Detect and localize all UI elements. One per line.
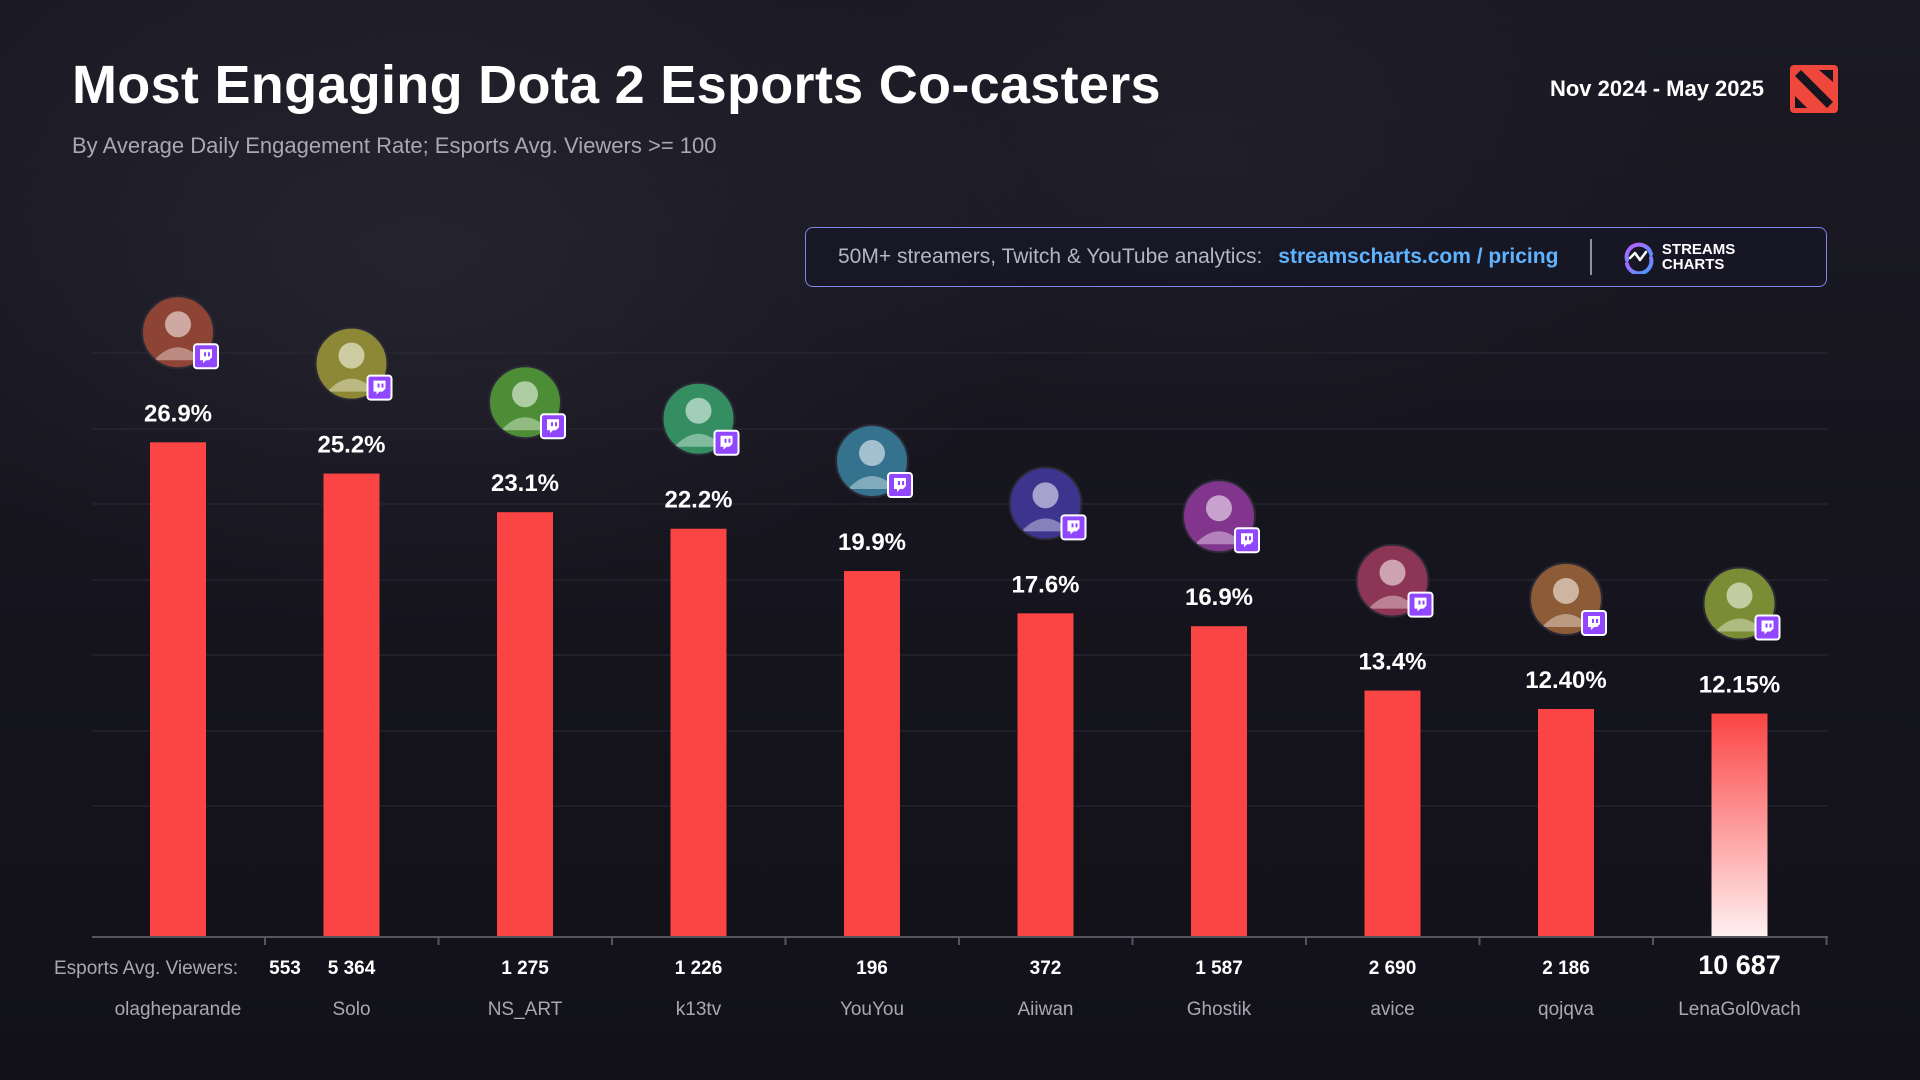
twitch-icon bbox=[366, 374, 393, 401]
viewers-value: 553 bbox=[269, 958, 301, 979]
bar-Solo bbox=[323, 473, 380, 937]
value-label: 23.1% bbox=[491, 470, 559, 497]
value-label: 17.6% bbox=[1011, 571, 1079, 598]
category-label: LenaGol0vach bbox=[1678, 999, 1801, 1020]
streams-charts-logo-icon bbox=[1624, 242, 1654, 274]
page-subtitle: By Average Daily Engagement Rate; Esport… bbox=[72, 133, 717, 158]
twitch-icon bbox=[1407, 591, 1434, 618]
promo-link[interactable]: streamscharts.com / pricing bbox=[1278, 245, 1559, 268]
twitch-icon bbox=[193, 343, 219, 370]
category-label: Aiiwan bbox=[1018, 999, 1074, 1020]
viewers-value: 1 226 bbox=[675, 958, 723, 979]
viewers-value: 1 275 bbox=[501, 958, 549, 979]
viewers-value: 2 186 bbox=[1542, 958, 1590, 979]
category-label: Solo bbox=[332, 999, 370, 1020]
value-label: 12.40% bbox=[1525, 667, 1606, 694]
viewers-value: 5 364 bbox=[328, 958, 376, 979]
category-label: avice bbox=[1370, 999, 1414, 1020]
dota-2-logo-icon bbox=[1790, 65, 1838, 113]
category-label: NS_ART bbox=[488, 999, 563, 1020]
viewers-value: 1 587 bbox=[1195, 958, 1243, 979]
category-label: Ghostik bbox=[1187, 999, 1252, 1020]
viewers-row-label: Esports Avg. Viewers: bbox=[54, 958, 238, 979]
value-label: 26.9% bbox=[144, 400, 212, 427]
bar-LenaGol0vach bbox=[1711, 713, 1768, 937]
category-label: YouYou bbox=[840, 999, 904, 1020]
viewers-value: 2 690 bbox=[1369, 958, 1417, 979]
bar-k13tv bbox=[670, 528, 727, 937]
value-label: 13.4% bbox=[1358, 649, 1426, 676]
viewers-value: 196 bbox=[856, 958, 888, 979]
bar-Aiiwan bbox=[1017, 613, 1074, 937]
category-label: olagheparande bbox=[115, 999, 242, 1020]
value-label: 12.15% bbox=[1699, 672, 1780, 699]
category-label: qojqva bbox=[1538, 999, 1594, 1020]
category-label: k13tv bbox=[676, 999, 722, 1020]
bar-olagheparande bbox=[150, 442, 206, 937]
twitch-icon bbox=[1581, 609, 1607, 636]
bar-avice bbox=[1364, 690, 1421, 937]
bar-NS_ART bbox=[497, 512, 553, 937]
twitch-icon bbox=[1234, 527, 1260, 554]
twitch-icon bbox=[1754, 614, 1781, 641]
page-title: Most Engaging Dota 2 Esports Co-casters bbox=[72, 55, 1161, 115]
twitch-icon bbox=[540, 413, 566, 440]
value-label: 16.9% bbox=[1185, 584, 1253, 611]
twitch-icon bbox=[1060, 514, 1087, 541]
viewers-value: 372 bbox=[1030, 958, 1062, 979]
promo-text: 50M+ streamers, Twitch & YouTube analyti… bbox=[838, 245, 1263, 268]
promo-banner[interactable]: 50M+ streamers, Twitch & YouTube analyti… bbox=[805, 227, 1827, 287]
viewers-value: 10 687 bbox=[1698, 950, 1781, 980]
value-label: 25.2% bbox=[317, 432, 385, 459]
value-label: 19.9% bbox=[838, 529, 906, 556]
streams-charts-logo: STREAMS CHARTS bbox=[1622, 240, 1735, 274]
logo-text-line1: STREAMS bbox=[1661, 241, 1736, 258]
promo-divider bbox=[1590, 239, 1592, 275]
twitch-icon bbox=[887, 472, 913, 499]
bar-Ghostik bbox=[1191, 626, 1247, 937]
date-range: Nov 2024 - May 2025 bbox=[1549, 76, 1764, 101]
bar-qojqva bbox=[1538, 708, 1594, 937]
logo-text-line2: CHARTS bbox=[1661, 256, 1725, 273]
bar-YouYou bbox=[844, 571, 900, 937]
value-label: 22.2% bbox=[664, 487, 732, 514]
twitch-icon bbox=[713, 429, 740, 456]
